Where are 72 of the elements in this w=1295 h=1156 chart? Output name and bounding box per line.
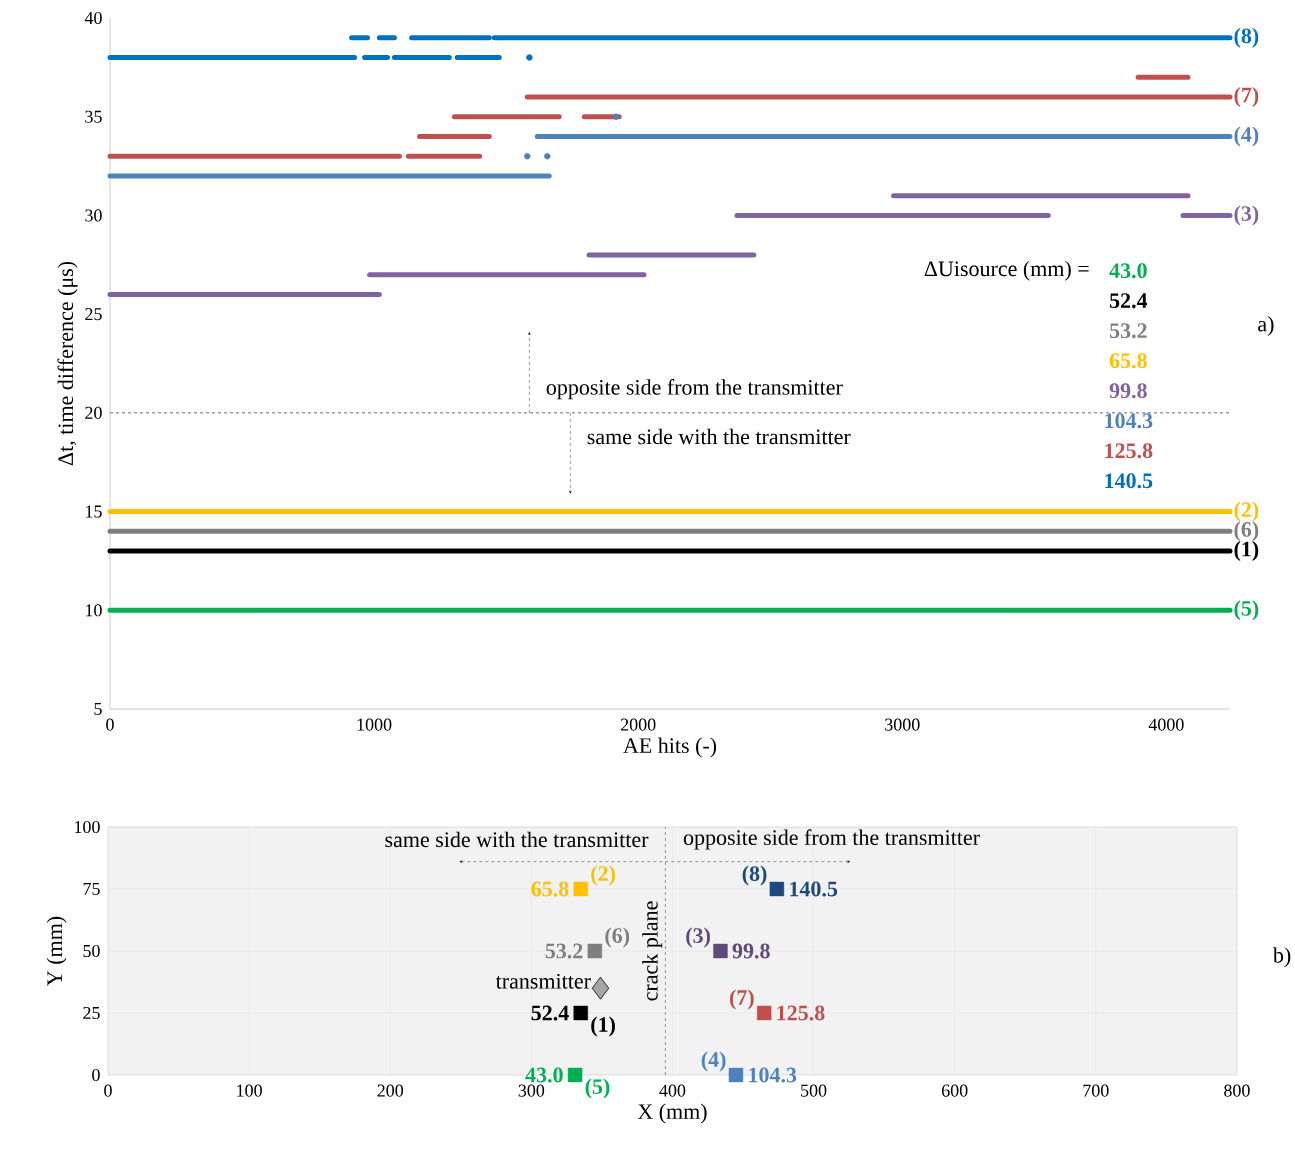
annotation: 104.3 <box>749 1067 797 1083</box>
y-tick-label: 50 <box>83 944 100 958</box>
y-tick-label: 40 <box>84 11 102 25</box>
y-tick-label: 75 <box>83 883 100 895</box>
annotation: 99.8 <box>732 943 770 959</box>
text: a) <box>1258 316 1274 336</box>
annotation: opposite side from the transmitter <box>546 379 843 400</box>
y-tick-label: 15 <box>86 505 102 518</box>
annotation: 65.8 <box>531 881 569 897</box>
annotation: 52.4 <box>531 1005 569 1021</box>
x-tick-label: 400 <box>659 1084 686 1097</box>
series-label: (3) <box>1234 205 1259 226</box>
x-tick-label: 500 <box>801 1084 827 1097</box>
x-tick-label: 600 <box>941 1084 968 1097</box>
x-tick-label: 1000 <box>357 718 392 731</box>
ref-line-label: crack plane <box>642 901 663 1001</box>
annotation: 43.0 <box>1109 263 1147 279</box>
x-tick-label: 3000 <box>885 718 920 731</box>
series-label: (2) <box>1234 501 1259 522</box>
y-tick-label: 10 <box>86 604 102 617</box>
series-label: (6) <box>605 927 630 948</box>
annotation: 52.4 <box>1109 293 1148 309</box>
x-tick-label: 800 <box>1224 1084 1250 1097</box>
series-label: (7) <box>1234 86 1259 107</box>
y-axis-title: Δt, time difference (μs) <box>57 261 78 466</box>
annotation: same side with the transmitter <box>587 428 851 445</box>
annotation: same side with the transmitter <box>385 831 649 848</box>
x-tick-label: 100 <box>237 1084 262 1097</box>
series-label: (3) <box>686 927 710 948</box>
series-label: (4) <box>1234 126 1259 147</box>
x-axis-title: X (mm) <box>637 1103 707 1124</box>
text: b) <box>1272 947 1291 968</box>
annotation: ΔUisource (mm) = <box>924 260 1089 281</box>
y-axis-title: Y (mm) <box>46 916 67 986</box>
x-axis-title: AE hits (-) <box>623 737 717 758</box>
x-tick-label: 0 <box>104 1084 112 1097</box>
series-label: (8) <box>1234 27 1259 48</box>
series-label: (2) <box>591 865 615 886</box>
annotation: 65.8 <box>1109 353 1147 369</box>
annotation: opposite side from the transmitter <box>683 829 980 850</box>
annotation: 125.8 <box>1105 443 1153 459</box>
y-tick-label: 25 <box>85 308 102 321</box>
series-label: (5) <box>1234 600 1259 621</box>
annotation: 43.0 <box>525 1067 563 1083</box>
y-tick-label: 30 <box>85 209 102 222</box>
x-tick-label: 200 <box>377 1084 404 1097</box>
series-label: (5) <box>585 1078 610 1099</box>
annotation: 140.5 <box>790 881 838 897</box>
series-label: (7) <box>729 989 754 1010</box>
y-tick-label: 20 <box>85 406 102 419</box>
annotation: 99.8 <box>1109 383 1147 399</box>
series-label: (8) <box>742 865 767 886</box>
annotation: 104.3 <box>1105 413 1153 429</box>
x-tick-label: 700 <box>1083 1084 1109 1097</box>
series-label: transmitter <box>495 973 591 989</box>
series-label: (6) <box>1234 521 1259 542</box>
annotation: 53.2 <box>1109 323 1147 339</box>
series-label: (1) <box>591 1016 615 1037</box>
annotation: 53.2 <box>545 943 583 959</box>
y-tick-label: 5 <box>94 703 102 715</box>
y-tick-label: 100 <box>75 820 100 834</box>
annotation: 125.8 <box>777 1005 825 1021</box>
x-tick-label: 0 <box>106 718 114 731</box>
y-tick-label: 35 <box>85 110 102 123</box>
y-tick-label: 25 <box>83 1006 100 1020</box>
annotation: 140.5 <box>1105 473 1153 489</box>
y-tick-label: 0 <box>92 1068 100 1082</box>
x-tick-label: 300 <box>518 1084 545 1097</box>
x-tick-label: 4000 <box>1148 718 1184 731</box>
series-label: (1) <box>1234 541 1259 562</box>
series-label: (4) <box>701 1051 726 1072</box>
x-tick-label: 2000 <box>620 718 656 731</box>
